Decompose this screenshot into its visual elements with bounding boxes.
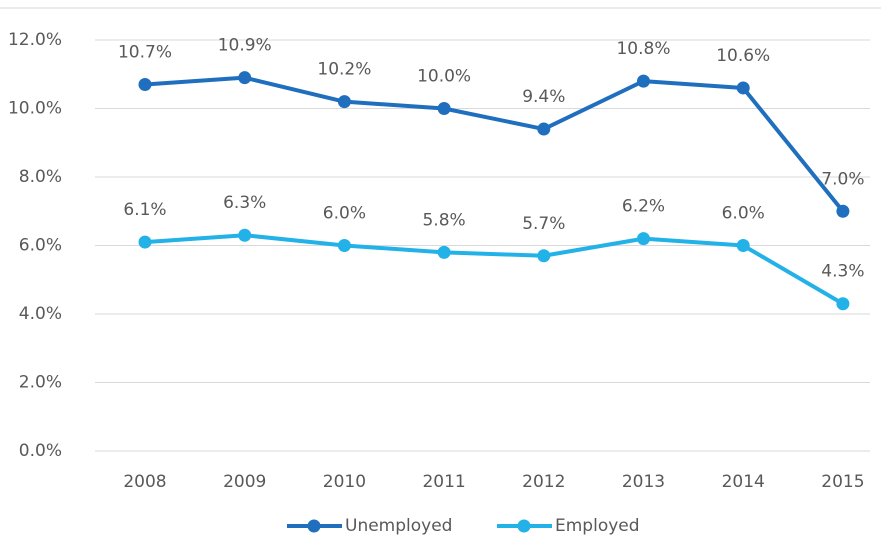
data-point xyxy=(836,204,850,218)
data-label: 5.7% xyxy=(522,214,565,234)
x-tick-label: 2012 xyxy=(522,472,565,492)
legend-label: Employed xyxy=(555,516,640,536)
data-label: 5.8% xyxy=(422,210,465,230)
x-tick-label: 2009 xyxy=(223,472,266,492)
data-point xyxy=(138,78,152,92)
x-tick-label: 2010 xyxy=(323,472,366,492)
data-point xyxy=(337,95,351,109)
data-label: 6.0% xyxy=(722,204,765,224)
data-point xyxy=(836,297,850,311)
legend-label: Unemployed xyxy=(345,516,452,536)
x-tick-label: 2015 xyxy=(821,472,864,492)
data-point xyxy=(138,235,152,249)
y-tick-label: 12.0% xyxy=(8,30,62,50)
data-label: 10.0% xyxy=(417,67,471,87)
data-label: 4.3% xyxy=(821,262,864,282)
y-tick-label: 8.0% xyxy=(19,167,62,187)
series-line xyxy=(144,75,845,213)
data-point xyxy=(736,81,750,95)
data-label: 10.6% xyxy=(716,46,770,66)
data-label: 7.0% xyxy=(821,169,864,189)
data-point xyxy=(437,245,451,259)
series-line xyxy=(144,233,844,306)
data-point xyxy=(437,102,451,115)
y-tick-label: 0.0% xyxy=(19,441,62,461)
data-point xyxy=(637,232,650,246)
data-point xyxy=(637,74,650,88)
data-point xyxy=(736,239,750,252)
data-label: 10.2% xyxy=(317,60,371,80)
data-point xyxy=(238,228,252,242)
data-label: 6.2% xyxy=(622,197,665,217)
x-tick-label: 2008 xyxy=(123,472,166,492)
data-label: 6.0% xyxy=(323,204,366,224)
y-tick-label: 10.0% xyxy=(8,99,62,119)
data-point xyxy=(537,249,551,263)
legend-marker xyxy=(307,519,321,533)
data-point xyxy=(238,71,252,85)
data-label: 10.9% xyxy=(218,36,272,56)
x-tick-label: 2014 xyxy=(722,472,765,492)
data-label: 6.1% xyxy=(123,200,166,220)
y-tick-label: 6.0% xyxy=(19,236,62,256)
x-tick-label: 2011 xyxy=(422,472,465,492)
legend-marker xyxy=(517,519,531,533)
data-label: 6.3% xyxy=(223,193,266,213)
x-tick-label: 2013 xyxy=(622,472,665,492)
data-label: 10.8% xyxy=(616,39,670,59)
data-point xyxy=(337,239,351,252)
y-tick-label: 4.0% xyxy=(19,304,62,324)
data-label: 9.4% xyxy=(522,87,565,107)
y-tick-label: 2.0% xyxy=(19,373,62,393)
data-point xyxy=(537,122,551,136)
data-label: 10.7% xyxy=(118,43,172,63)
